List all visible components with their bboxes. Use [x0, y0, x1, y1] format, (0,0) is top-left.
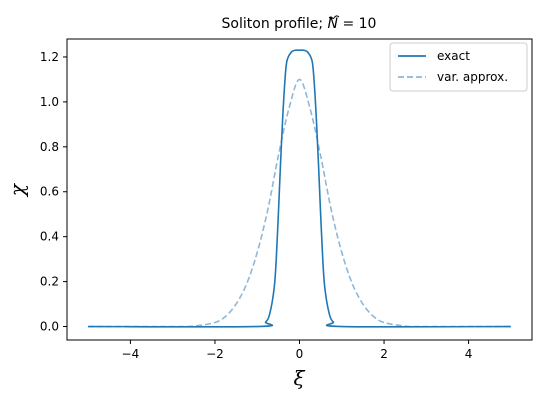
y-axis-ticks: 0.0 0.2 0.4 0.6 0.8 1.0 1.2: [40, 50, 67, 334]
y-tick-label: 0.8: [40, 140, 59, 154]
x-tick-label: −2: [206, 347, 224, 361]
y-tick-label: 0.4: [40, 230, 59, 244]
y-tick-label: 0.0: [40, 320, 59, 334]
x-axis-label: ξ: [293, 366, 305, 390]
legend-label-exact: exact: [437, 49, 470, 63]
y-tick-label: 0.6: [40, 185, 59, 199]
series-lines: [88, 49, 511, 328]
x-tick-label: 4: [465, 347, 473, 361]
x-axis-ticks: −4 −2 0 2 4: [122, 340, 473, 361]
series-line-exact: [88, 49, 511, 328]
legend-label-var-approx: var. approx.: [437, 70, 508, 84]
y-tick-label: 0.2: [40, 275, 59, 289]
chart-title: Soliton profile; N = 10: [222, 16, 377, 32]
title-tilde: [328, 15, 340, 19]
y-axis-label: χ: [5, 182, 29, 198]
x-tick-label: −4: [122, 347, 140, 361]
y-tick-label: 1.0: [40, 95, 59, 109]
y-tick-label: 1.2: [40, 50, 59, 64]
x-tick-label: 0: [296, 347, 304, 361]
x-tick-label: 2: [380, 347, 388, 361]
series-line-var-approx: [88, 78, 511, 328]
legend: exact var. approx.: [389, 42, 528, 92]
legend-box: [389, 42, 528, 92]
